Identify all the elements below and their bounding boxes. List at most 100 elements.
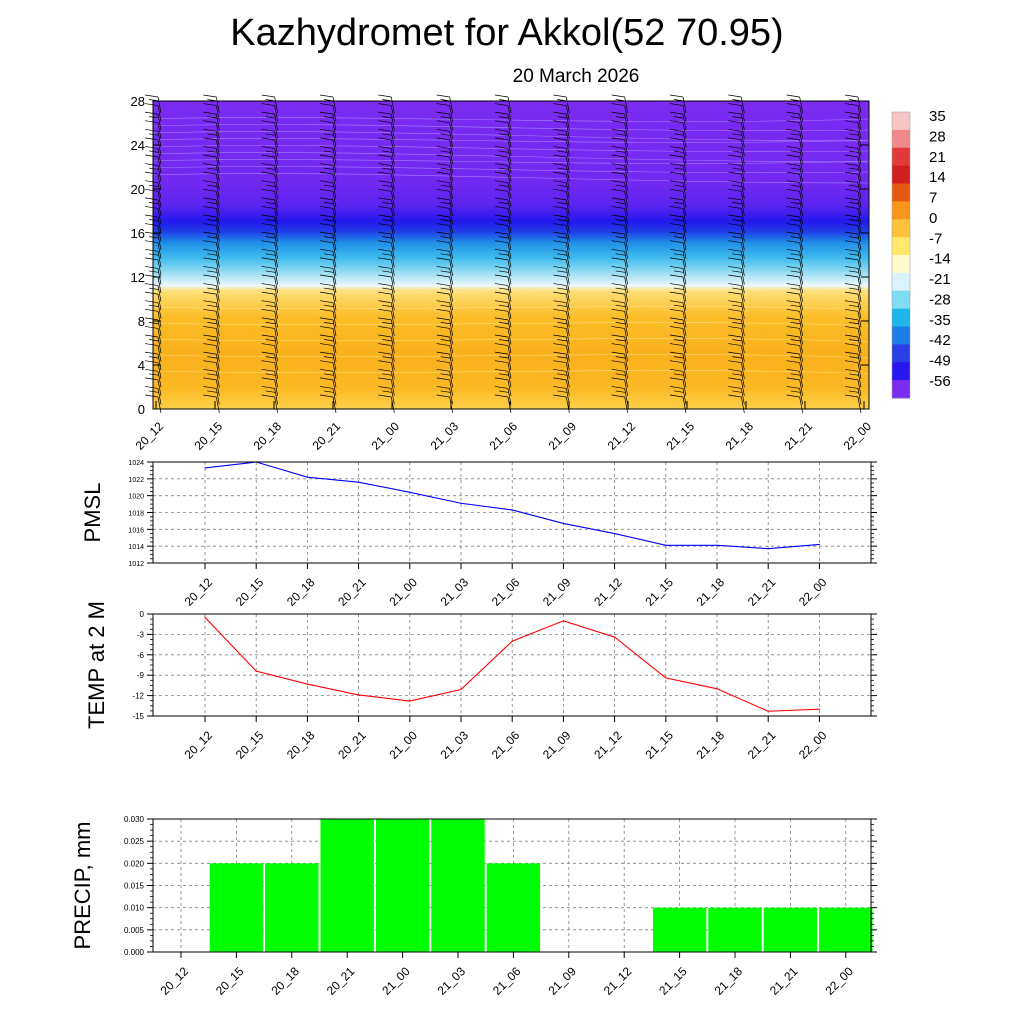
barb-staff (624, 371, 629, 388)
barb-flag (378, 248, 392, 252)
barb-staff (449, 114, 454, 131)
barb-staff (857, 242, 862, 259)
barb-flag (494, 248, 509, 252)
wind-barb (144, 214, 162, 234)
barb-staff (507, 328, 512, 345)
barb-staff (332, 174, 337, 191)
barb-flag (790, 202, 801, 205)
barb-staff (332, 199, 337, 216)
barb-flag (378, 128, 392, 132)
barb-flag (611, 377, 625, 381)
barb-flag (557, 339, 568, 342)
wind-barb (553, 171, 570, 191)
wind-barb (494, 111, 512, 131)
barb-flag (844, 137, 859, 141)
wind-barb (378, 128, 395, 148)
barb-flag (732, 116, 743, 119)
barb-staff (332, 302, 337, 319)
barb-flag (382, 99, 393, 102)
colorbar-swatch (892, 326, 910, 345)
barb-staff (682, 396, 687, 414)
barb-flag (669, 240, 684, 244)
wind-barb (378, 377, 395, 396)
wind-barb (728, 180, 745, 199)
barb-flag (261, 274, 275, 278)
wind-barb (494, 240, 512, 259)
wind-barb (844, 163, 862, 182)
barb-flag (673, 287, 685, 290)
barb-staff (390, 105, 395, 122)
barb-staff (449, 371, 454, 388)
barb-flag (261, 291, 275, 295)
barb-flag (728, 137, 742, 141)
wind-barb (786, 368, 804, 388)
y-tick-label: 0.015 (124, 882, 145, 891)
wind-barb (203, 111, 220, 131)
barb-flag (261, 386, 275, 389)
barb-staff (215, 114, 220, 131)
wind-barb (786, 206, 804, 225)
barb-flag (611, 283, 625, 286)
barb-flag (436, 180, 450, 184)
barb-staff (274, 105, 279, 122)
barb-staff (332, 225, 337, 242)
isoline (152, 370, 870, 375)
y-tick-label: -15 (132, 712, 144, 721)
barb-staff (332, 148, 337, 165)
barb-flag (848, 150, 860, 153)
barb-flag (494, 308, 509, 312)
y-tick-label: 0.025 (124, 837, 145, 846)
barb-staff (857, 131, 862, 148)
barb-staff (799, 268, 804, 285)
barb-flag (498, 322, 510, 325)
wind-barb (144, 300, 162, 319)
barb-staff (565, 259, 570, 276)
barb-flag (378, 231, 392, 235)
wind-barb (378, 120, 395, 139)
barb-staff (507, 242, 512, 259)
x-tick-label: 21_18 (723, 419, 757, 453)
barb-flag (144, 214, 159, 218)
barb-flag (261, 326, 275, 329)
barb-flag (207, 99, 218, 102)
barb-staff (274, 191, 279, 208)
barb-flag (786, 334, 800, 338)
wind-barb (144, 223, 162, 242)
barb-flag (319, 171, 334, 175)
wind-barb (261, 240, 279, 259)
barb-flag (203, 120, 217, 124)
barb-flag (786, 188, 800, 192)
barb-staff (274, 336, 279, 354)
wind-barb (203, 394, 220, 414)
barb-flag (144, 146, 159, 149)
barb-staff (157, 165, 162, 182)
wind-barb (728, 128, 745, 148)
y-tick-label: 0.000 (124, 948, 145, 957)
wind-barb (553, 334, 570, 354)
barb-flag (494, 171, 509, 175)
barb-flag (669, 248, 684, 252)
barb-flag (323, 150, 335, 153)
barb-flag (436, 317, 450, 321)
barb-staff (682, 336, 687, 354)
x-tick-label: 21_12 (605, 419, 639, 453)
barb-flag (144, 180, 159, 184)
barb-staff (857, 156, 862, 174)
barb-staff (449, 105, 454, 122)
barb-staff (157, 379, 162, 396)
barb-flag (611, 257, 625, 261)
barb-flag (203, 386, 217, 389)
barb-staff (565, 182, 570, 199)
pmsl-point (409, 491, 411, 493)
barb-flag (673, 356, 685, 359)
barb-flag (844, 394, 859, 398)
barb-staff (390, 122, 395, 139)
barb-staff (740, 354, 745, 371)
barb-flag (669, 128, 684, 132)
x-tick-label: 20_18 (268, 964, 302, 998)
barb-staff (274, 139, 279, 156)
barb-flag (786, 103, 800, 106)
barb-flag (319, 240, 334, 244)
x-tick-label: 20_15 (213, 964, 247, 998)
barb-staff (507, 208, 512, 225)
